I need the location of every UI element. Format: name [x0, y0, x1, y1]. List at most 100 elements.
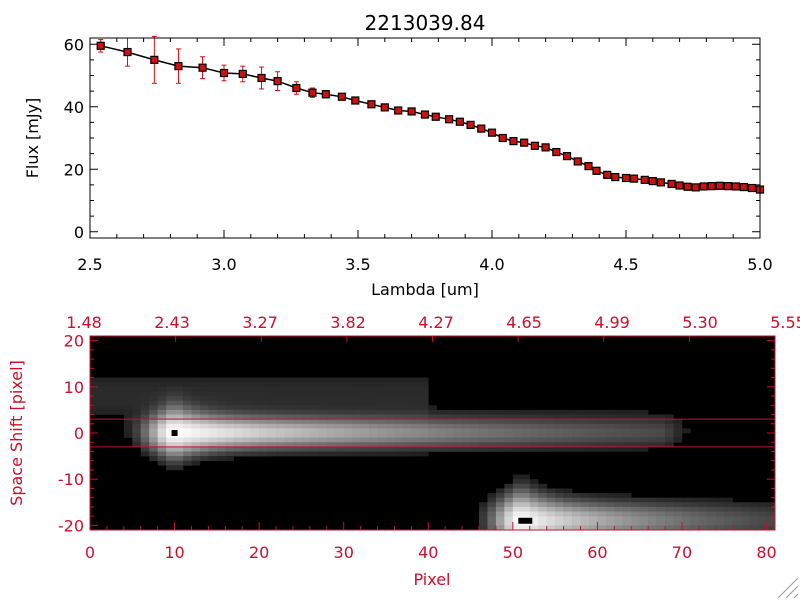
- image-pixel: [90, 396, 99, 401]
- image-pixel: [149, 391, 158, 397]
- image-pixel: [588, 502, 598, 508]
- image-pixel: [208, 437, 218, 443]
- data-point: [656, 178, 665, 187]
- image-pixel: [538, 442, 547, 448]
- image-pixel: [301, 442, 311, 448]
- image-pixel: [529, 442, 539, 448]
- image-pixel: [462, 446, 471, 452]
- image-pixel: [580, 414, 590, 420]
- image-pixel: [555, 414, 564, 420]
- image-pixel: [715, 520, 725, 526]
- image-pixel: [614, 423, 624, 429]
- space-shift-y-ticks: 20 10 0 -10 -20: [58, 332, 775, 535]
- image-pixel: [555, 437, 564, 443]
- image-pixel: [267, 386, 277, 392]
- image-pixel: [479, 433, 488, 438]
- image-pixel: [529, 516, 539, 522]
- image-pixel: [174, 414, 184, 420]
- data-point: [466, 120, 475, 129]
- image-pixel: [572, 414, 581, 420]
- image-pixel: [259, 409, 268, 415]
- image-pixel: [242, 423, 251, 429]
- image-pixel: [419, 446, 429, 452]
- image-pixel: [208, 423, 218, 429]
- image-pixel: [335, 405, 345, 411]
- image-pixel: [259, 446, 268, 452]
- image-pixel: [495, 437, 505, 443]
- image-pixel: [352, 409, 361, 415]
- image-pixel: [614, 428, 624, 434]
- image-pixel: [326, 414, 336, 420]
- image-pixel: [292, 428, 302, 434]
- image-pixel: [343, 405, 353, 411]
- image-pixel: [385, 419, 395, 425]
- image-pixel: [292, 419, 302, 425]
- image-pixel: [614, 493, 624, 498]
- image-pixel: [174, 433, 184, 438]
- image-pixel: [208, 386, 218, 392]
- y-tick-label: 10: [64, 378, 84, 397]
- image-pixel: [597, 520, 607, 526]
- image-pixel: [622, 446, 632, 452]
- y-tick-label: 0: [74, 424, 84, 443]
- image-pixel: [259, 396, 268, 401]
- image-pixel: [343, 446, 353, 452]
- image-pixel: [698, 511, 708, 517]
- image-pixel: [614, 446, 624, 452]
- image-pixel: [614, 433, 624, 438]
- image-pixel: [631, 428, 640, 434]
- image-pixel: [149, 437, 158, 443]
- image-pixel: [572, 409, 581, 415]
- image-pixel: [580, 433, 590, 438]
- data-point: [308, 88, 317, 97]
- chart-title: 2213039.84: [365, 11, 486, 35]
- image-pixel: [529, 520, 539, 526]
- image-pixel: [369, 382, 378, 388]
- image-pixel: [208, 428, 218, 434]
- y-tick-label: 40: [64, 98, 84, 117]
- image-pixel: [411, 382, 421, 388]
- image-pixel: [199, 405, 209, 411]
- image-pixel: [191, 400, 201, 406]
- image-pixel: [529, 479, 539, 485]
- image-pixel: [402, 377, 412, 383]
- image-pixel: [394, 419, 404, 425]
- image-pixel: [572, 428, 581, 434]
- image-pixel: [411, 414, 421, 420]
- image-pixel: [106, 382, 116, 388]
- image-pixel: [335, 423, 345, 429]
- image-pixel: [132, 419, 142, 425]
- image-pixel: [250, 437, 260, 443]
- image-pixel: [199, 433, 209, 438]
- image-pixel: [504, 493, 514, 498]
- image-pixel: [157, 437, 167, 443]
- image-pixel: [394, 437, 404, 443]
- image-pixel: [216, 419, 226, 425]
- image-pixel: [521, 525, 531, 531]
- image-pixel: [166, 409, 175, 415]
- image-pixel: [132, 409, 142, 415]
- image-pixel: [242, 433, 251, 438]
- image-pixel: [242, 391, 251, 397]
- data-point: [562, 152, 572, 161]
- image-pixel: [487, 446, 497, 452]
- image-pixel: [225, 433, 235, 438]
- image-pixel: [572, 525, 581, 531]
- image-pixel: [199, 451, 209, 457]
- image-pixel: [529, 497, 539, 503]
- image-pixel: [352, 428, 361, 434]
- image-pixel: [572, 516, 581, 522]
- image-pixel: [149, 451, 158, 457]
- image-pixel: [216, 446, 226, 452]
- image-pixel: [732, 520, 742, 526]
- image-pixel: [588, 506, 598, 512]
- image-pixel: [394, 386, 404, 392]
- image-pixel: [216, 391, 226, 397]
- image-pixel: [369, 446, 378, 452]
- image-pixel: [90, 391, 99, 397]
- image-pixel: [225, 377, 235, 383]
- image-pixel: [326, 396, 336, 401]
- image-pixel: [301, 386, 311, 392]
- image-pixel: [614, 419, 624, 425]
- image-pixel: [301, 396, 311, 401]
